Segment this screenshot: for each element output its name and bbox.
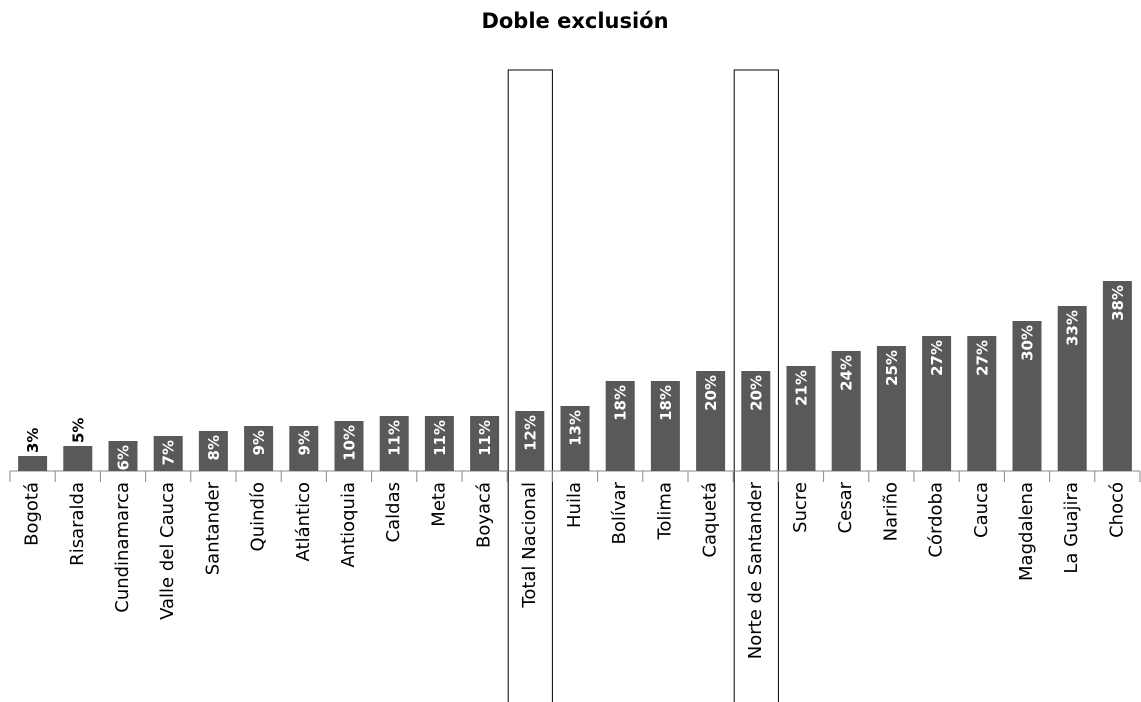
x-tick-label: Atlántico: [293, 482, 314, 561]
x-tick-label: Quindío: [248, 482, 269, 551]
bar: [831, 351, 861, 471]
highlight-box: [733, 69, 779, 702]
x-tick-label: Nariño: [880, 482, 901, 541]
x-tick-label: Caquetá: [700, 482, 721, 558]
value-label: 30%: [1019, 325, 1037, 361]
value-label: 9%: [250, 430, 268, 455]
chart-title: Doble exclusión: [481, 9, 668, 33]
value-label: 8%: [205, 435, 223, 460]
value-label: 5%: [69, 418, 87, 443]
value-label: 20%: [747, 375, 765, 411]
value-label: 3%: [24, 428, 42, 453]
x-tick-label: Antioquia: [338, 482, 359, 568]
bar: [786, 366, 816, 471]
value-label: 11%: [431, 420, 449, 456]
bar: [334, 421, 364, 471]
x-tick-label: Sucre: [790, 482, 811, 533]
value-label: 18%: [612, 385, 630, 421]
bar: [876, 346, 906, 471]
bar: [696, 371, 726, 471]
value-label: 11%: [386, 420, 404, 456]
bar: [1012, 321, 1042, 471]
x-tick-label: Valle del Cauca: [157, 482, 178, 620]
bar: [153, 436, 183, 471]
x-tick-label: Santander: [202, 481, 223, 575]
x-tick-label: Bogotá: [22, 482, 43, 546]
bar: [605, 381, 635, 471]
bar: [560, 406, 590, 471]
bar: [470, 416, 500, 471]
value-label: 7%: [160, 440, 178, 465]
value-label: 25%: [883, 350, 901, 386]
value-label: 20%: [702, 375, 720, 411]
x-tick-label: Norte de Santander: [745, 481, 766, 659]
x-tick-label: Total Nacional: [519, 482, 540, 609]
bar: [289, 426, 319, 471]
value-label: 9%: [295, 430, 313, 455]
value-label: 24%: [838, 355, 856, 391]
bar: [63, 446, 93, 471]
x-tick-label: Cesar: [835, 481, 856, 533]
bar: [741, 371, 771, 471]
x-tick-label: Huila: [564, 482, 585, 528]
x-tick-label: Cauca: [971, 482, 992, 538]
x-tick-label: Meta: [428, 482, 449, 527]
value-label: 12%: [521, 415, 539, 451]
value-label: 6%: [115, 445, 133, 470]
x-tick-label: Tolima: [654, 482, 675, 541]
x-tick-label: Magdalena: [1016, 482, 1037, 581]
x-tick-label: Boyacá: [474, 482, 495, 548]
x-tick-label: La Guajira: [1061, 482, 1082, 574]
value-label: 18%: [657, 385, 675, 421]
bar: [379, 416, 409, 471]
value-label: 27%: [928, 340, 946, 376]
x-tick-label: Bolívar: [609, 481, 630, 544]
bar: [515, 411, 545, 471]
bar: [650, 381, 680, 471]
bar: [18, 456, 48, 471]
value-label: 11%: [476, 420, 494, 456]
bar: [1102, 281, 1132, 471]
value-label: 13%: [567, 410, 585, 446]
bar: [108, 441, 138, 471]
bar: [424, 416, 454, 471]
bar: [244, 426, 274, 471]
value-label: 38%: [1109, 285, 1127, 321]
highlight-box: [507, 69, 553, 702]
value-label: 33%: [1064, 310, 1082, 346]
value-label: 21%: [793, 370, 811, 406]
bar: [1057, 306, 1087, 471]
value-label: 10%: [341, 425, 359, 461]
x-tick-label: Caldas: [383, 482, 404, 542]
bar: [198, 431, 228, 471]
x-tick-label: Cundinamarca: [112, 482, 133, 613]
bar: [967, 336, 997, 471]
value-label: 27%: [973, 340, 991, 376]
x-tick-label: Chocó: [1106, 482, 1127, 538]
x-tick-label: Risaralda: [67, 482, 88, 566]
bar: [922, 336, 952, 471]
x-tick-label: Córdoba: [926, 482, 947, 558]
